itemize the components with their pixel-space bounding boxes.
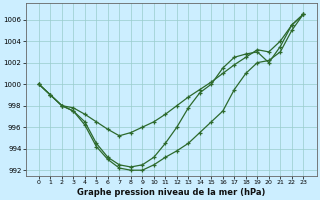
X-axis label: Graphe pression niveau de la mer (hPa): Graphe pression niveau de la mer (hPa) [77, 188, 265, 197]
